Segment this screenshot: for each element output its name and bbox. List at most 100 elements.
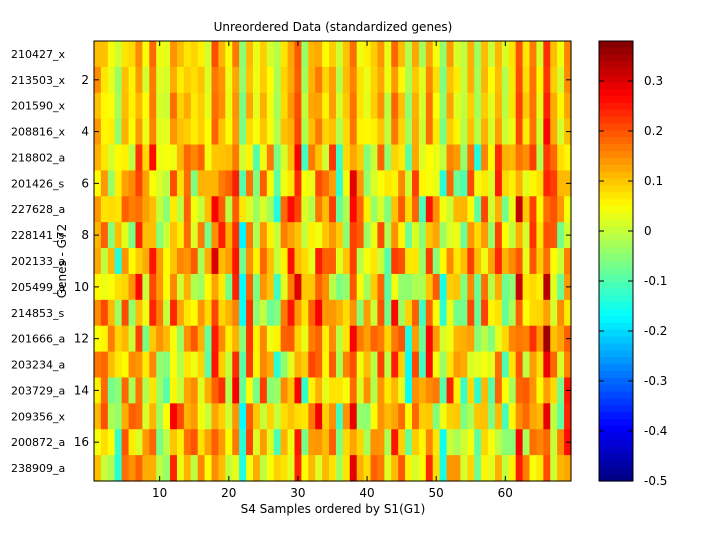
heatmap-cell — [515, 170, 524, 197]
heatmap-cell — [107, 248, 116, 275]
heatmap-cell — [363, 429, 372, 456]
heatmap-cell — [100, 222, 109, 249]
heatmap-cell — [170, 248, 178, 275]
heatmap-cell — [377, 377, 385, 404]
heatmap-cell — [522, 41, 531, 68]
heatmap-cell — [418, 170, 427, 197]
heatmap-cell — [287, 455, 296, 482]
heatmap-cell — [225, 144, 233, 172]
heatmap-cell — [412, 299, 420, 327]
heatmap-cell — [301, 248, 309, 275]
heatmap-cell — [204, 351, 213, 379]
heatmap-cell — [384, 403, 392, 430]
heatmap-cell — [273, 299, 282, 327]
heatmap-cell — [170, 41, 178, 68]
heatmap-cell — [322, 196, 330, 223]
y-tick-label: 14 — [74, 383, 89, 397]
heatmap-cell — [246, 377, 254, 404]
heatmap-cell — [398, 144, 406, 172]
heatmap-cell — [197, 170, 206, 197]
heatmap-cell — [384, 325, 392, 353]
heatmap-cell — [529, 196, 538, 223]
heatmap-cell — [342, 222, 351, 249]
heatmap-cell — [557, 325, 565, 353]
heatmap-cell — [232, 403, 240, 430]
heatmap-cell — [225, 403, 233, 430]
heatmap-cell — [225, 455, 233, 482]
heatmap-cell — [453, 351, 461, 379]
heatmap-cell — [135, 299, 143, 327]
heatmap-cell — [294, 403, 302, 430]
heatmap-cell — [204, 377, 213, 404]
gene-row-label: 214853_s — [11, 307, 64, 320]
heatmap-cell — [197, 248, 206, 275]
heatmap-cell — [114, 66, 123, 94]
heatmap-cell — [474, 144, 482, 172]
heatmap-cell — [550, 170, 558, 197]
heatmap-cell — [488, 41, 496, 68]
heatmap-cell — [501, 41, 510, 68]
heatmap-cell — [529, 429, 538, 456]
heatmap-cell — [225, 325, 233, 353]
heatmap-cell — [494, 299, 503, 327]
heatmap-cell — [439, 299, 448, 327]
heatmap-cell — [176, 273, 185, 301]
heatmap-cell — [467, 66, 475, 94]
heatmap-cell — [356, 66, 365, 94]
heatmap-cell — [100, 144, 109, 172]
heatmap-cell — [508, 144, 517, 172]
heatmap-cell — [356, 170, 365, 197]
heatmap-cell — [363, 455, 372, 482]
heatmap-cell — [259, 118, 268, 146]
heatmap-cell — [377, 41, 385, 68]
heatmap-cell — [550, 222, 558, 249]
heatmap-cell — [467, 118, 475, 146]
heatmap-cell — [232, 248, 240, 275]
heatmap-cell — [356, 273, 365, 301]
heatmap-cell — [149, 92, 157, 120]
heatmap-cell — [418, 144, 427, 172]
heatmap-cell — [273, 325, 282, 353]
heatmap-cell — [564, 41, 572, 68]
heatmap-cell — [176, 299, 185, 327]
colorbar-strip — [599, 474, 633, 482]
heatmap-cell — [246, 92, 254, 120]
heatmap-cell — [190, 92, 199, 120]
heatmap-cell — [446, 66, 455, 94]
colorbar-strip — [599, 226, 633, 235]
heatmap-cell — [135, 196, 143, 223]
heatmap-cell — [515, 66, 524, 94]
heatmap-cell — [259, 170, 268, 197]
heatmap-cell — [121, 222, 130, 249]
heatmap-cell — [204, 41, 213, 68]
heatmap-cell — [197, 41, 206, 68]
heatmap-cell — [412, 248, 420, 275]
colorbar-strip — [599, 439, 633, 448]
heatmap-cell — [183, 144, 192, 172]
heatmap-cell — [494, 455, 503, 482]
heatmap-cell — [156, 66, 164, 94]
heatmap-cell — [294, 455, 302, 482]
heatmap-cell — [432, 92, 441, 120]
heatmap-cell — [170, 118, 178, 146]
heatmap-cell — [501, 170, 510, 197]
heatmap-cell — [508, 273, 517, 301]
heatmap-cell — [239, 41, 247, 68]
heatmap-cell — [405, 222, 413, 249]
heatmap-cell — [398, 351, 406, 379]
heatmap-cell — [183, 429, 192, 456]
heatmap-cell — [335, 144, 344, 172]
heatmap-cell — [239, 273, 247, 301]
heatmap-cell — [253, 170, 261, 197]
colorbar-strip — [599, 61, 633, 70]
heatmap-cell — [501, 144, 510, 172]
heatmap-cell — [474, 273, 482, 301]
heatmap-cell — [176, 403, 185, 430]
heatmap-cell — [225, 248, 233, 275]
heatmap-cell — [391, 455, 399, 482]
colorbar-strip — [599, 171, 633, 180]
heatmap-cell — [432, 299, 441, 327]
heatmap-cell — [121, 455, 130, 482]
heatmap-cell — [432, 144, 441, 172]
heatmap-cell — [481, 196, 489, 223]
